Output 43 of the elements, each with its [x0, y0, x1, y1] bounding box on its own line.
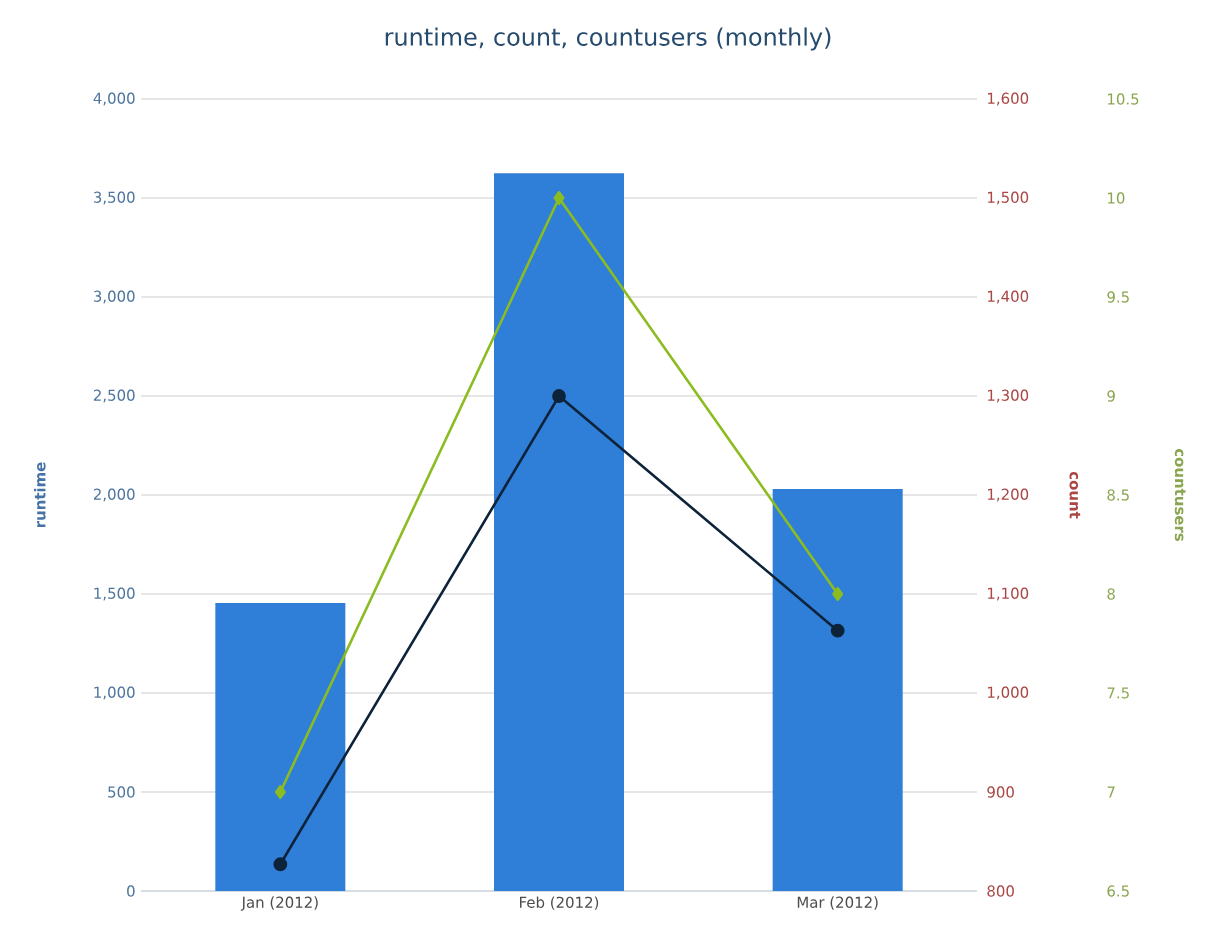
y-axis-title: runtime — [34, 462, 46, 528]
point — [830, 623, 845, 638]
y3-tick-label: 8.5 — [1107, 489, 1129, 501]
y-tick-label: 0 — [127, 885, 135, 897]
x-tick-label: Mar (2012) — [797, 896, 878, 910]
x-tick-label: Feb (2012) — [520, 896, 599, 910]
y2-tick-label: 1,500 — [988, 191, 1029, 205]
y2-tick-label: 800 — [987, 885, 1014, 897]
y2-tick-label: 1,400 — [988, 290, 1029, 304]
point — [273, 857, 288, 872]
point — [832, 587, 844, 601]
y3-tick-label: 9 — [1107, 390, 1115, 402]
y2-tick-label: 1,100 — [988, 587, 1029, 601]
point — [552, 389, 566, 403]
y2-tick-label: 1,300 — [988, 389, 1029, 403]
point — [274, 785, 286, 799]
x-tick-label: Jan (2012) — [240, 896, 318, 911]
bar — [772, 489, 903, 891]
y-tick-label: 500 — [108, 786, 135, 798]
y2-tick-label: 1,000 — [988, 686, 1029, 700]
y2-tick-label: 1,200 — [988, 488, 1029, 502]
y-tick-label: 3,500 — [93, 191, 135, 205]
y-tick-label: 1,500 — [94, 587, 135, 601]
y3-tick-label: 7.5 — [1107, 687, 1129, 699]
bar — [215, 602, 346, 891]
bar — [494, 173, 624, 891]
y3-tick-label: 6.5 — [1107, 885, 1129, 897]
y2-tick-label: 900 — [987, 786, 1014, 798]
y3-tick-label: 10.5 — [1108, 93, 1139, 105]
y-tick-label: 2,000 — [93, 488, 135, 502]
y3-tick-label: 8 — [1107, 588, 1115, 600]
y-tick-label: 1,000 — [94, 686, 135, 700]
y-tick-label: 2,500 — [93, 389, 135, 403]
point — [553, 191, 565, 205]
chart-title: runtime, count, countusers (monthly) — [385, 27, 831, 51]
y2-axis-title: count — [1069, 471, 1081, 519]
y-tick-label: 3,000 — [93, 290, 135, 304]
y2-tick-label: 1,600 — [988, 92, 1029, 106]
y3-tick-label: 10 — [1108, 192, 1125, 204]
y-tick-label: 4,000 — [93, 92, 135, 106]
y3-tick-label: 9.5 — [1107, 291, 1129, 303]
y3-tick-label: 7 — [1107, 786, 1115, 798]
y3-axis-title: countusers — [1174, 448, 1186, 542]
